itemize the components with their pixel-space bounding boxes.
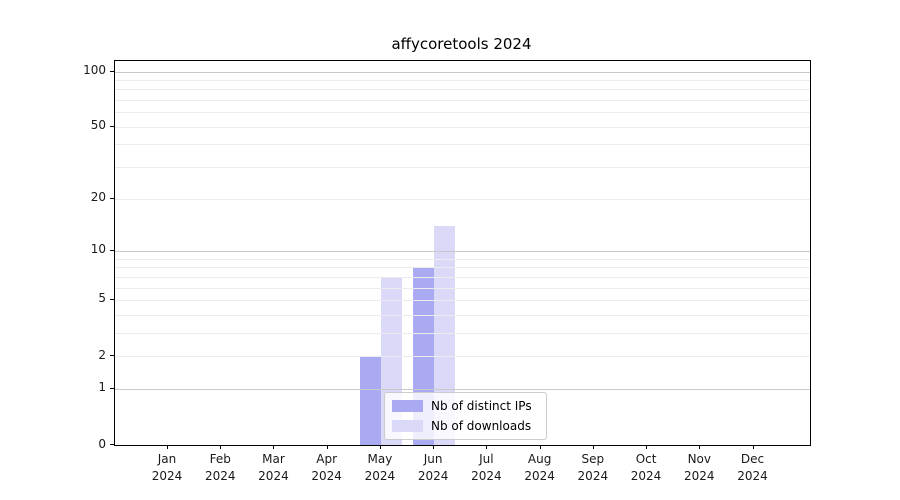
gridline-minor bbox=[115, 112, 810, 114]
x-tick-label: Oct 2024 bbox=[630, 452, 662, 483]
gridline-minor bbox=[115, 287, 810, 289]
gridline-minor bbox=[115, 126, 810, 128]
grid-layer bbox=[115, 61, 810, 445]
legend-swatch-distinct-ips bbox=[392, 399, 423, 412]
y-tick-mark bbox=[110, 125, 114, 127]
chart-title: affycoretools 2024 bbox=[391, 35, 532, 53]
x-tick-mark bbox=[273, 445, 275, 449]
x-tick-label: Feb 2024 bbox=[204, 452, 236, 483]
x-tick-mark bbox=[592, 445, 594, 449]
y-tick-label: 20 bbox=[90, 190, 106, 205]
legend-item-distinct-ips: Nb of distinct IPs bbox=[392, 398, 538, 413]
x-tick-mark bbox=[539, 445, 541, 449]
bar-nb-of-distinct-ips-may bbox=[359, 356, 381, 445]
legend: Nb of distinct IPs Nb of downloads bbox=[384, 392, 547, 440]
gridline-minor bbox=[115, 356, 810, 358]
x-tick-mark bbox=[326, 445, 328, 449]
legend-label-downloads: Nb of downloads bbox=[431, 418, 532, 433]
gridline-minor bbox=[115, 167, 810, 169]
gridline-minor bbox=[115, 144, 810, 146]
x-tick-label: Jan 2024 bbox=[151, 452, 183, 483]
y-tick-label: 2 bbox=[98, 347, 106, 362]
y-tick-label: 0 bbox=[98, 436, 106, 451]
x-tick-label: Dec 2024 bbox=[737, 452, 768, 483]
gridline-major bbox=[115, 250, 810, 252]
gridline-minor bbox=[115, 258, 810, 260]
y-tick-label: 1 bbox=[98, 380, 106, 395]
x-tick-label: Mar 2024 bbox=[258, 452, 289, 483]
x-tick-label: Apr 2024 bbox=[311, 452, 342, 483]
legend-label-distinct-ips: Nb of distinct IPs bbox=[431, 398, 532, 413]
plot-area: Nb of distinct IPs Nb of downloads bbox=[114, 60, 811, 446]
x-tick-label: Jun 2024 bbox=[417, 452, 449, 483]
y-tick-label: 5 bbox=[98, 291, 106, 306]
x-tick-mark bbox=[379, 445, 381, 449]
y-tick-mark bbox=[110, 70, 114, 72]
gridline-major bbox=[115, 71, 810, 73]
gridline-minor bbox=[115, 100, 810, 102]
x-tick-mark bbox=[486, 445, 488, 449]
x-tick-label: Aug 2024 bbox=[524, 452, 555, 483]
y-tick-mark bbox=[110, 298, 114, 300]
x-tick-mark bbox=[167, 445, 168, 449]
y-tick-mark bbox=[110, 249, 114, 251]
x-tick-label: May 2024 bbox=[364, 452, 396, 483]
y-tick-mark bbox=[110, 444, 114, 445]
y-tick-mark bbox=[110, 387, 114, 389]
gridline-minor bbox=[115, 276, 810, 278]
gridline-minor bbox=[115, 332, 810, 334]
gridline-minor bbox=[115, 314, 810, 316]
x-tick-mark bbox=[699, 445, 701, 449]
x-tick-mark bbox=[220, 445, 222, 449]
x-tick-mark bbox=[646, 445, 648, 449]
gridline-minor bbox=[115, 79, 810, 81]
y-tick-mark bbox=[110, 355, 114, 357]
y-tick-mark bbox=[110, 197, 114, 199]
bar-nb-of-downloads-jun bbox=[434, 225, 456, 445]
x-tick-label: Sep 2024 bbox=[577, 452, 609, 483]
legend-item-downloads: Nb of downloads bbox=[392, 418, 538, 433]
x-tick-label: Nov 2024 bbox=[684, 452, 715, 483]
gridline-minor bbox=[115, 89, 810, 91]
legend-swatch-downloads bbox=[392, 419, 423, 432]
x-tick-label: Jul 2024 bbox=[471, 452, 502, 483]
y-tick-label: 100 bbox=[83, 63, 106, 77]
gridline-minor bbox=[115, 299, 810, 301]
gridline-minor bbox=[115, 198, 810, 200]
gridline-major bbox=[115, 388, 810, 390]
x-tick-mark bbox=[752, 445, 754, 449]
gridline-minor bbox=[115, 267, 810, 269]
y-tick-label: 10 bbox=[90, 242, 106, 257]
x-tick-mark bbox=[433, 445, 435, 449]
y-tick-label: 50 bbox=[90, 118, 106, 133]
